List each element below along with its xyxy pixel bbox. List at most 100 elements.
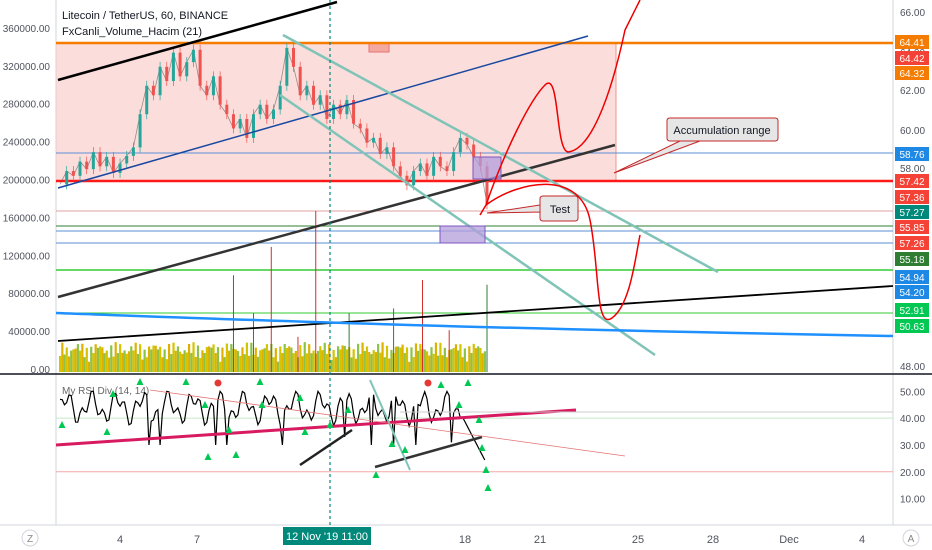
volume-bar [354,358,357,372]
candle-body [485,166,489,205]
volume-bar [470,353,473,372]
chart-header: Litecoin / TetherUS, 60, BINANCE FxCanli… [62,8,228,40]
candle-body [452,152,456,172]
volume-bar [437,355,440,372]
price-badge-label: 64.42 [899,54,924,65]
volume-bar [445,357,449,372]
price-axis-tick: 60.00 [900,126,925,137]
candle-body [85,161,89,170]
price-badge [895,303,929,317]
volume-bar [203,352,206,372]
volume-bar [190,352,193,372]
volume-bar [365,346,369,372]
volume-bar [234,349,237,372]
volume-bar [63,354,66,372]
cyan-curve-line [55,311,894,338]
rsi-buy-signal [401,446,409,453]
volume-bar [281,353,284,372]
volume-bar [345,349,349,372]
candle-body [265,104,269,119]
volume-bar [361,342,364,372]
volume-axis-tick: 360000.00 [3,24,51,35]
volume-bar [85,347,88,372]
candle-body [131,147,135,156]
volume-bar [87,361,91,372]
volume-bar [288,346,291,372]
volume-bar [336,346,340,372]
volume-bar [243,354,246,372]
rsi-sell-signal [214,379,222,387]
volume-bar [383,357,386,372]
volume-bar [379,352,382,372]
indicator-title[interactable]: FxCanli_Volume_Hacim (21) [62,26,202,38]
volume-bar [147,346,151,372]
rsi-axis-tick: 20.00 [900,468,925,479]
volume-bar [312,350,315,372]
volume-bar [172,342,175,372]
volume-bar [401,344,404,372]
volume-bar [294,350,297,372]
volume-bar [192,342,195,372]
price-axis-tick: 58.00 [900,164,925,175]
volume-bar [283,344,286,372]
candle-body [425,163,429,176]
volume-bar [228,350,231,372]
rsi-buy-signal [455,401,463,408]
rsi-buy-signal [478,444,486,451]
volume-bar [452,347,455,372]
time-axis-tick: 7 [194,534,200,546]
volume-bar [179,351,182,372]
price-axis-tick: 62.00 [900,86,925,97]
volume-bar [285,347,289,372]
price-badge-label: 57.36 [899,193,924,204]
volume-bar [90,346,93,372]
volume-bar [374,352,378,372]
volume-bar [194,356,197,372]
rsi-teal-line [369,379,411,471]
candle-body [238,118,242,129]
price-badge [895,35,929,49]
volume-bar [96,347,100,372]
volume-bar [461,357,464,372]
candle-body [125,155,129,164]
rsi-buy-signal [103,428,111,435]
candle-body [98,152,102,167]
rsi-sell-signal [424,379,432,387]
volume-bar [70,350,73,372]
price-badge [895,51,929,65]
volume-bar [79,350,82,372]
candle-body [365,128,369,143]
volume-bar [221,347,224,372]
price-axis-tick: 66.00 [900,8,925,19]
candle-body [445,166,449,172]
volume-bar [301,356,304,372]
volume-bar [477,346,480,372]
volume-bar [183,350,186,372]
volume-bar [123,350,126,372]
volume-bar [236,350,240,372]
rsi-buy-signal [201,401,209,408]
rsi-label: My RSI Div (14, 14) [62,386,149,397]
candle-body [392,147,396,167]
volume-bar [443,347,446,372]
volume-bar [65,347,68,372]
candle-body [111,156,115,173]
volume-bar [223,357,226,372]
volume-bar [174,350,177,372]
rsi-buy-signal [225,426,233,433]
volume-bar [156,349,160,372]
crosshair-date-box [283,527,371,545]
symbol-title[interactable]: Litecoin / TetherUS, 60, BINANCE [62,10,229,22]
volume-bar [187,344,191,372]
candle-body [358,123,362,129]
price-axis-tick: 48.00 [900,362,925,373]
volume-bar [170,354,173,372]
rsi-buy-signal [301,428,309,435]
volume-bar [101,347,104,372]
price-badge [895,285,929,299]
black-upper-trendline [57,0,338,82]
candle-body [278,85,282,110]
candle-body [298,66,302,96]
accumulation-range-box [56,43,616,181]
volume-bar [268,350,271,372]
